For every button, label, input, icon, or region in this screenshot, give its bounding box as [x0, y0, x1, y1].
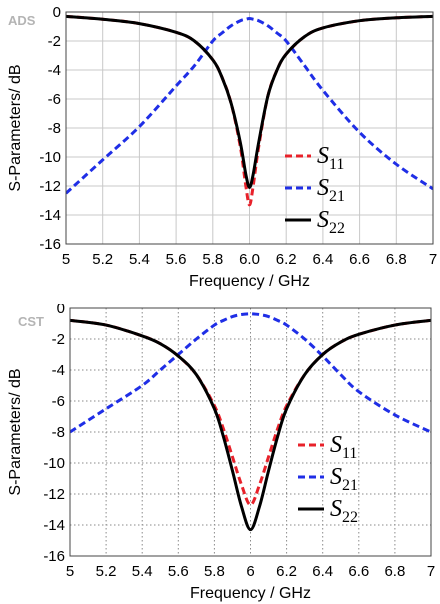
x-tick-label: 6.4 — [312, 251, 333, 268]
x-axis-label: Frequency / GHz — [190, 585, 311, 602]
chart-cst: 5 5.2 5.4 5.6 5.8 6 6.2 6.4 6.6 6.8 7 0 -2 -4 -6 -8 -10 -… — [7, 304, 435, 602]
x-tick-label: 6.6 — [348, 563, 369, 580]
series-group — [70, 312, 431, 532]
x-tick-label: 5.4 — [132, 563, 153, 580]
series-line-s22 — [70, 318, 431, 532]
y-tick-label: -2 — [52, 331, 65, 348]
x-tick-label: 5.2 — [96, 563, 117, 580]
y-axis-label: S-Parameters/ dB — [7, 368, 24, 495]
x-tick-label: 6.6 — [349, 251, 370, 268]
x-tick-label: 7 — [427, 563, 435, 580]
x-tick-label: 6.0 — [239, 251, 260, 268]
x-tick-label: 5.8 — [202, 251, 223, 268]
series-line-s11 — [66, 14, 433, 207]
series-line-s21 — [66, 17, 433, 195]
x-tick-label: 6 — [246, 563, 254, 580]
legend-subscript: 21 — [329, 188, 345, 205]
x-tick-label: 5.8 — [204, 563, 225, 580]
x-tick-label: 6.8 — [384, 563, 405, 580]
x-tick-label: 6.8 — [386, 251, 407, 268]
y-tick-label: -2 — [48, 33, 61, 50]
y-tick-label: -10 — [39, 149, 61, 166]
y-tick-label: -4 — [48, 62, 61, 79]
legend-subscript: 22 — [329, 220, 345, 237]
x-tick-label: 6.4 — [312, 563, 333, 580]
x-tick-label: 6.2 — [276, 563, 297, 580]
y-axis-label: S-Parameters/ dB — [7, 64, 24, 191]
series-group — [66, 14, 433, 207]
y-tick-label: -8 — [48, 120, 61, 137]
plot-frame — [65, 11, 434, 245]
chart-ads: 5 5.2 5.4 5.6 5.8 6.0 6.2 6.4 6.6 6.8 7 0 -2 -4 -6 -8 -1… — [7, 4, 437, 290]
y-tick-label: -12 — [39, 178, 61, 195]
x-tick-label: 5.4 — [129, 251, 150, 268]
series-line-s22 — [66, 14, 433, 189]
tool-label: ADS — [8, 13, 36, 28]
plot-frame — [69, 307, 432, 557]
y-tick-label: -16 — [39, 236, 61, 253]
y-tick-label: -12 — [43, 486, 65, 503]
x-tick-label: 5 — [62, 251, 70, 268]
x-tick-label: 5 — [66, 563, 74, 580]
y-tick-label: -16 — [43, 548, 65, 565]
x-tick-label: 5.6 — [166, 251, 187, 268]
y-tick-label: -6 — [52, 393, 65, 410]
x-tick-label: 5.2 — [92, 251, 113, 268]
x-tick-label: 7 — [429, 251, 437, 268]
legend-subscript: 22 — [342, 509, 358, 526]
series-line-s21 — [70, 312, 431, 434]
y-tick-label: -6 — [48, 91, 61, 108]
y-tick-label: -10 — [43, 455, 65, 472]
x-tick-label: 6.2 — [276, 251, 297, 268]
y-tick-label: 0 — [53, 4, 61, 21]
tool-label: CST — [18, 314, 44, 329]
legend-subscript: 21 — [342, 477, 358, 494]
y-tick-label: -4 — [52, 362, 65, 379]
y-tick-label: -14 — [39, 207, 61, 224]
x-axis-label: Frequency / GHz — [189, 273, 310, 290]
legend-subscript: 11 — [342, 445, 357, 462]
y-tick-label: -14 — [43, 517, 65, 534]
y-tick-label: -8 — [52, 424, 65, 441]
legend-subscript: 11 — [329, 156, 344, 173]
y-tick-label: 0 — [57, 304, 65, 317]
x-tick-label: 5.6 — [168, 563, 189, 580]
